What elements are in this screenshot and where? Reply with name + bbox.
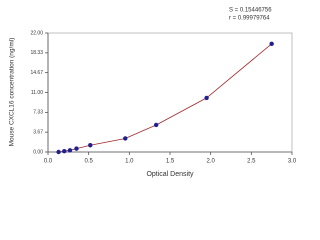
y-tick-label: 14.67 bbox=[30, 70, 43, 76]
y-tick-label: 18.33 bbox=[30, 50, 43, 56]
x-tick-label: 2.0 bbox=[206, 159, 215, 165]
x-tick-label: 0.5 bbox=[84, 159, 93, 165]
y-tick-label: 7.33 bbox=[33, 110, 43, 116]
x-tick-label: 3.0 bbox=[288, 159, 297, 165]
chart: S = 0.15446756 r = 0.99979764 Optical De… bbox=[9, 8, 297, 178]
annotation: S = 0.15446756 bbox=[229, 8, 272, 14]
x-tick-label: 1.5 bbox=[166, 159, 175, 165]
x-axis-label: Optical Density bbox=[146, 171, 194, 178]
data-point bbox=[153, 122, 159, 128]
data-point bbox=[88, 143, 93, 148]
page: S = 0.15446756 r = 0.99979764 Optical De… bbox=[8, 7, 297, 178]
y-tick-label: 0.00 bbox=[33, 149, 43, 155]
data-point bbox=[56, 149, 61, 155]
data-point bbox=[67, 148, 73, 153]
y-axis-label: Mouse CXCL16 concentration (ng/ml) bbox=[9, 38, 16, 147]
x-tick-label: 2.5 bbox=[247, 159, 256, 165]
y-tick-label: 3.67 bbox=[33, 129, 43, 135]
y-tick-label: 11.00 bbox=[31, 90, 43, 96]
x-tick-label: 1.0 bbox=[125, 159, 134, 165]
data-point bbox=[123, 136, 128, 141]
y-tick-label: 22.00 bbox=[30, 30, 43, 36]
data-point bbox=[62, 148, 67, 154]
data-point bbox=[204, 95, 209, 101]
x-tick-label: 0.0 bbox=[44, 159, 53, 165]
data-point bbox=[74, 146, 79, 151]
data-point bbox=[269, 41, 274, 47]
plot-frame bbox=[47, 32, 293, 153]
annotation: r = 0.99979764 bbox=[229, 16, 270, 22]
